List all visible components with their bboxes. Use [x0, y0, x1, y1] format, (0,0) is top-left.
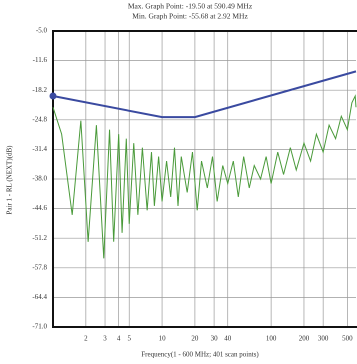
x-axis-label: Frequency(1 - 600 MHz; 401 scan points) — [141, 351, 259, 359]
x-tick-label: 200 — [299, 335, 310, 343]
x-tick-label: 4 — [117, 335, 121, 343]
chart-title: Max. Graph Point: -19.50 at 590.49 MHz — [128, 2, 253, 11]
chart-subtitle: Min. Graph Point: -55.68 at 2.92 MHz — [132, 12, 248, 21]
y-tick-label: -31.4 — [32, 145, 47, 153]
x-tick-label: 5 — [127, 335, 131, 343]
y-tick-label: -51.2 — [32, 234, 47, 242]
x-tick-label: 10 — [159, 335, 167, 343]
x-tick-label: 40 — [224, 335, 232, 343]
y-tick-label: -64.4 — [32, 293, 47, 301]
x-tick-label: 20 — [191, 335, 199, 343]
series-marker — [49, 92, 57, 100]
series-line — [52, 94, 357, 259]
x-tick-label: 3 — [103, 335, 107, 343]
x-tick-label: 100 — [266, 335, 277, 343]
x-tick-label: 500 — [342, 335, 353, 343]
y-tick-label: -71.0 — [32, 323, 47, 331]
x-tick-label: 30 — [211, 335, 219, 343]
y-axis-label: Pair 1 - RL (NEXT)(dB) — [6, 145, 14, 215]
x-tick-label: 300 — [318, 335, 329, 343]
y-tick-label: -24.8 — [32, 115, 47, 123]
y-tick-label: -11.6 — [33, 56, 48, 64]
y-tick-label: -18.2 — [32, 86, 47, 94]
plot-frame — [52, 30, 357, 328]
y-tick-label: -38.0 — [32, 175, 47, 183]
y-tick-label: -44.6 — [32, 204, 47, 212]
y-tick-label: -57.8 — [32, 263, 47, 271]
x-tick-label: 2 — [84, 335, 88, 343]
y-tick-label: -5.0 — [36, 27, 48, 35]
series-line — [52, 70, 357, 119]
